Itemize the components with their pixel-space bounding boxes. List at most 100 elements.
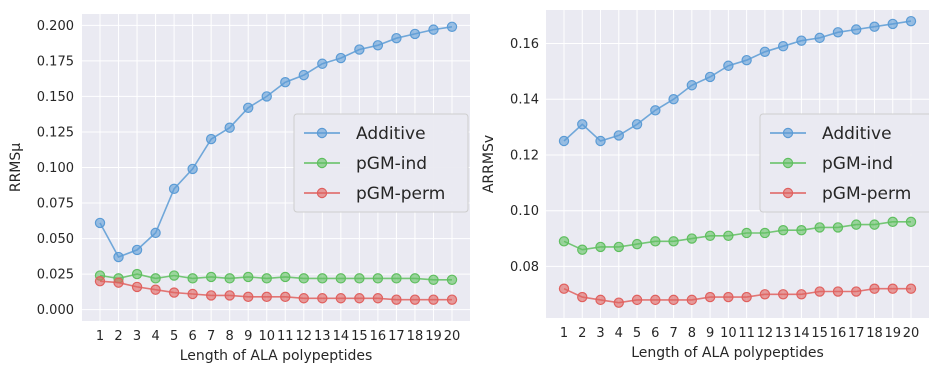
data-point <box>796 35 807 46</box>
data-point <box>814 286 825 297</box>
y-axis-label: ARRMSv <box>481 135 497 193</box>
data-point <box>335 273 347 284</box>
data-point <box>595 135 606 147</box>
x-tick-label: 10 <box>258 329 275 344</box>
data-point <box>704 230 716 241</box>
x-axis-label: Length of ALA polypeptides <box>180 348 373 364</box>
y-tick-label: 0.075 <box>37 197 74 212</box>
data-point <box>668 236 679 247</box>
data-point <box>905 216 917 228</box>
legend-marker <box>782 127 794 139</box>
data-point <box>558 135 570 147</box>
data-point <box>168 270 180 281</box>
data-point <box>317 293 328 304</box>
data-point <box>668 93 679 105</box>
data-point <box>372 293 384 304</box>
data-point <box>832 286 844 297</box>
y-tick-label: 0.025 <box>37 268 74 283</box>
data-point <box>131 281 143 293</box>
data-point <box>428 274 439 285</box>
data-point <box>317 273 328 284</box>
data-point <box>905 15 917 27</box>
data-point <box>814 32 825 44</box>
data-point <box>558 283 570 294</box>
x-tick-label: 7 <box>669 326 677 341</box>
data-point <box>577 119 588 130</box>
y-tick-label: 0.08 <box>510 260 539 275</box>
data-point <box>261 273 272 284</box>
legend-label: pGM-ind <box>356 154 427 174</box>
data-point <box>759 227 771 239</box>
data-point <box>298 273 309 284</box>
data-point <box>187 288 198 300</box>
data-point <box>131 268 143 280</box>
data-point <box>280 77 291 88</box>
data-point <box>796 289 807 300</box>
data-point <box>869 219 880 230</box>
data-point <box>631 294 643 306</box>
data-point <box>595 241 606 253</box>
x-tick-label: 16 <box>830 326 847 341</box>
data-point <box>261 291 272 303</box>
data-point <box>686 294 698 306</box>
data-point <box>723 230 734 241</box>
data-point <box>205 271 217 283</box>
data-point <box>446 294 458 305</box>
y-tick-label: 0.14 <box>510 93 539 108</box>
data-point <box>905 283 917 294</box>
data-point <box>224 273 235 284</box>
data-point <box>354 44 365 55</box>
chart-panel-left: 0.000 0.025 0.050 0.075 0.100 0.125 0.150 0.175… <box>8 14 470 364</box>
data-point <box>428 294 439 305</box>
data-point <box>113 251 124 263</box>
data-point <box>832 222 844 233</box>
data-point <box>280 271 291 283</box>
legend-label: pGM-ind <box>822 154 893 174</box>
x-tick-label: 15 <box>811 326 828 341</box>
data-point <box>631 119 643 130</box>
y-tick-label: 0.125 <box>37 125 74 140</box>
data-point <box>409 28 421 40</box>
x-tick-label: 19 <box>425 329 442 344</box>
x-tick-label: 1 <box>96 329 104 344</box>
data-point <box>113 277 124 288</box>
x-tick-label: 20 <box>903 326 920 341</box>
x-tick-label: 2 <box>578 326 586 341</box>
data-point <box>650 236 661 247</box>
data-point <box>354 293 365 304</box>
data-point <box>317 58 328 69</box>
data-point <box>298 293 309 304</box>
x-tick-label: 4 <box>151 329 159 344</box>
legend-label: pGM-perm <box>822 184 911 204</box>
x-tick-label: 16 <box>370 329 387 344</box>
x-tick-label: 1 <box>560 326 568 341</box>
x-tick-label: 6 <box>651 326 659 341</box>
data-point <box>741 227 752 239</box>
data-point <box>869 283 880 294</box>
data-point <box>832 27 844 38</box>
data-point <box>631 238 643 250</box>
x-tick-label: 13 <box>775 326 792 341</box>
x-tick-label: 14 <box>333 329 350 344</box>
data-point <box>446 274 458 285</box>
data-point <box>759 289 771 300</box>
y-tick-label: 0.10 <box>510 204 539 219</box>
data-point <box>94 217 106 229</box>
legend-box <box>759 113 929 213</box>
x-tick-label: 17 <box>848 326 865 341</box>
x-tick-label: 8 <box>226 329 234 344</box>
data-point <box>409 294 421 305</box>
x-tick-label: 18 <box>407 329 424 344</box>
data-point <box>391 32 402 44</box>
data-point <box>851 219 862 230</box>
data-point <box>777 224 789 236</box>
data-point <box>869 21 880 32</box>
y-tick-label: 0.175 <box>37 54 74 69</box>
data-point <box>650 294 661 306</box>
x-tick-label: 12 <box>757 326 774 341</box>
legend-marker <box>316 187 328 199</box>
data-point <box>595 294 606 306</box>
chart-panel-right: 0.080.100.120.140.161 2 3 4 5 6 7 8 9 10 11 12 13 14 1… <box>481 10 929 361</box>
data-point <box>428 24 439 35</box>
x-tick-label: 11 <box>738 326 755 341</box>
